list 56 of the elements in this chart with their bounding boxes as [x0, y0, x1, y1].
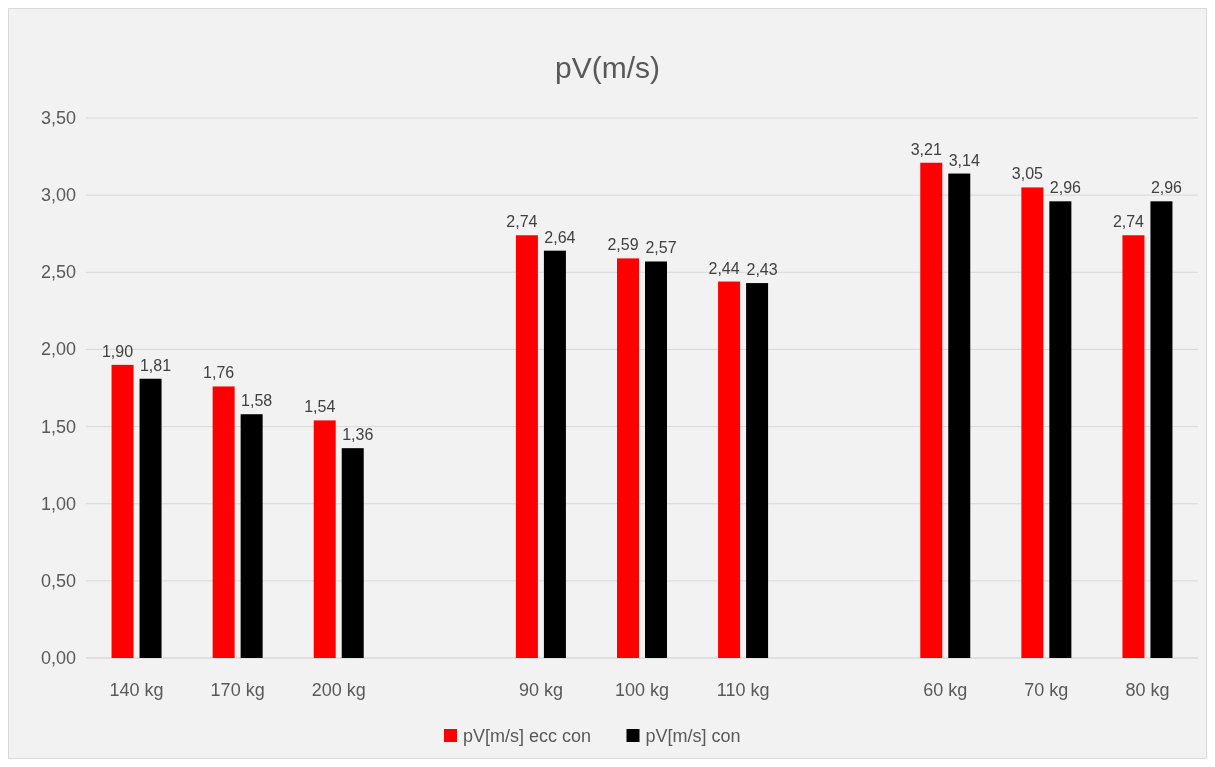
bar [718, 281, 741, 658]
bar [543, 250, 566, 658]
data-label: 1,90 [101, 342, 134, 360]
y-tick-label: 0,00 [40, 648, 76, 668]
x-tick-label: 200 kg [311, 680, 366, 700]
data-label: 3,21 [910, 140, 942, 158]
bar [111, 364, 134, 658]
bar [645, 261, 667, 658]
y-tick-label: 2,00 [40, 339, 76, 360]
y-tick-label: 1,50 [40, 416, 76, 437]
x-tick-label: 70 kg [1024, 680, 1069, 700]
data-label: 2,74 [506, 213, 538, 231]
data-label: 2,74 [1112, 213, 1145, 231]
bar [240, 414, 263, 658]
bar [746, 283, 769, 658]
data-label: 2,59 [607, 236, 639, 254]
data-label: 1,81 [139, 356, 172, 374]
y-tick-label: 3,50 [40, 108, 76, 128]
data-label: 2,96 [1049, 179, 1082, 197]
x-tick-label: 110 kg [716, 680, 770, 700]
bar [341, 448, 364, 658]
data-label: 1,36 [342, 426, 374, 444]
bar [1122, 235, 1145, 658]
bar [1049, 201, 1072, 658]
data-label: 2,96 [1150, 179, 1183, 197]
x-tick-label: 60 kg [923, 680, 968, 700]
data-label: 2,43 [746, 261, 778, 279]
y-tick-label: 0,50 [40, 570, 76, 591]
x-tick-label: 170 kg [210, 680, 265, 700]
y-tick-label: 2,50 [40, 262, 76, 283]
y-tick-label: 1,00 [40, 493, 76, 514]
bar [1021, 187, 1044, 658]
chart-title: pV(m/s) [555, 51, 660, 84]
bar [617, 258, 639, 658]
legend-label: pV[m/s] ecc con [463, 726, 592, 746]
data-label: 3,05 [1011, 165, 1044, 183]
data-label: 3,14 [948, 151, 980, 169]
bar [212, 386, 235, 658]
data-label: 2,57 [645, 239, 677, 257]
data-label: 1,76 [203, 364, 235, 382]
data-label: 1,58 [241, 392, 273, 410]
bar [1150, 201, 1173, 658]
legend-label: pV[m/s] con [645, 726, 741, 746]
bar [313, 420, 336, 658]
x-tick-label: 140 kg [109, 680, 164, 700]
x-tick-label: 100 kg [614, 680, 670, 700]
data-label: 1,54 [304, 398, 336, 416]
bar [920, 162, 943, 658]
x-tick-label: 90 kg [518, 680, 563, 700]
x-tick-label: 80 kg [1125, 680, 1170, 700]
y-tick-label: 3,00 [40, 185, 76, 206]
bar [948, 173, 971, 658]
bar [139, 378, 162, 658]
bar [515, 235, 538, 658]
data-label: 2,44 [708, 259, 740, 277]
data-label: 2,64 [544, 228, 576, 246]
